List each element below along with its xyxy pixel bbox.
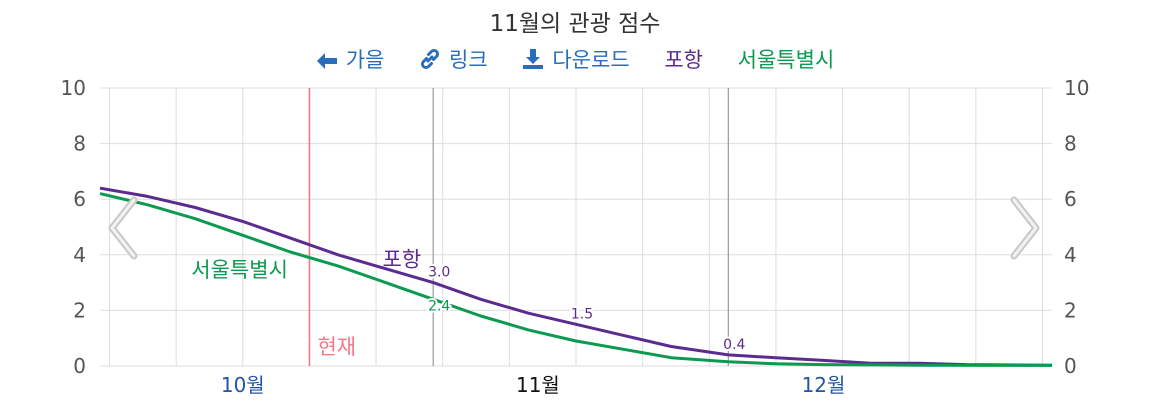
link-button-label: 링크: [449, 48, 488, 72]
legend-item-pohang[interactable]: 포항: [664, 48, 703, 72]
series-name-label: 포항: [383, 248, 422, 272]
y-tick-label-right: 8: [1064, 132, 1077, 156]
link-button[interactable]: 링크: [419, 44, 488, 74]
data-label: 2.4: [428, 298, 450, 314]
y-tick-label-left: 10: [61, 76, 86, 100]
y-tick-label-right: 2: [1064, 298, 1077, 322]
chart-title: 11월의 관광 점수: [489, 11, 661, 37]
series-name-label: 서울특별시: [191, 258, 288, 282]
next-arrow-button[interactable]: [1004, 196, 1044, 260]
back-button-label: 가을: [345, 48, 385, 72]
arrow-left-icon: [316, 53, 337, 69]
chevron-left-icon: [108, 196, 138, 260]
back-button[interactable]: 가을: [316, 44, 385, 74]
legend-item-seoul[interactable]: 서울특별시: [737, 48, 835, 72]
x-tick-label: 10월: [221, 373, 265, 397]
y-tick-label-left: 6: [73, 187, 86, 211]
y-tick-label-right: 10: [1064, 76, 1089, 100]
y-tick-label-right: 6: [1064, 187, 1077, 211]
x-tick-label: 11월: [516, 373, 560, 397]
grid-lines: 현재: [100, 87, 1052, 367]
y-tick-label-right: 4: [1064, 243, 1077, 267]
y-tick-label-left: 4: [73, 243, 86, 267]
data-label: 0.4: [723, 337, 745, 353]
download-icon: [523, 49, 544, 69]
x-tick-label: 12월: [802, 373, 846, 397]
data-labels: 포항 3.0 1.5 0.4 서울특별시 2.4: [191, 248, 747, 355]
chevron-right-icon: [1010, 196, 1040, 260]
download-button[interactable]: 다운로드: [522, 44, 630, 74]
axes: 0 0 2 2 4 4 6 6 8 8 10 10 10월 11월 12월: [61, 76, 1090, 397]
download-button-label: 다운로드: [552, 48, 630, 72]
chart-toolbar: 가을 링크 다운로드 포항 서울특별시: [0, 44, 1150, 74]
previous-arrow-button[interactable]: [104, 196, 144, 260]
series-lines: [99, 186, 1053, 367]
data-label: 1.5: [571, 306, 593, 322]
link-icon: [421, 48, 440, 70]
y-tick-label-left: 8: [73, 132, 86, 156]
series-line-1: [99, 192, 1053, 367]
data-label: 3.0: [428, 265, 450, 281]
now-marker-label: 현재: [317, 335, 356, 359]
y-tick-label-left: 0: [73, 354, 86, 378]
y-tick-label-left: 2: [73, 298, 86, 322]
series-line-0: [99, 186, 1053, 367]
y-tick-label-right: 0: [1064, 354, 1077, 378]
